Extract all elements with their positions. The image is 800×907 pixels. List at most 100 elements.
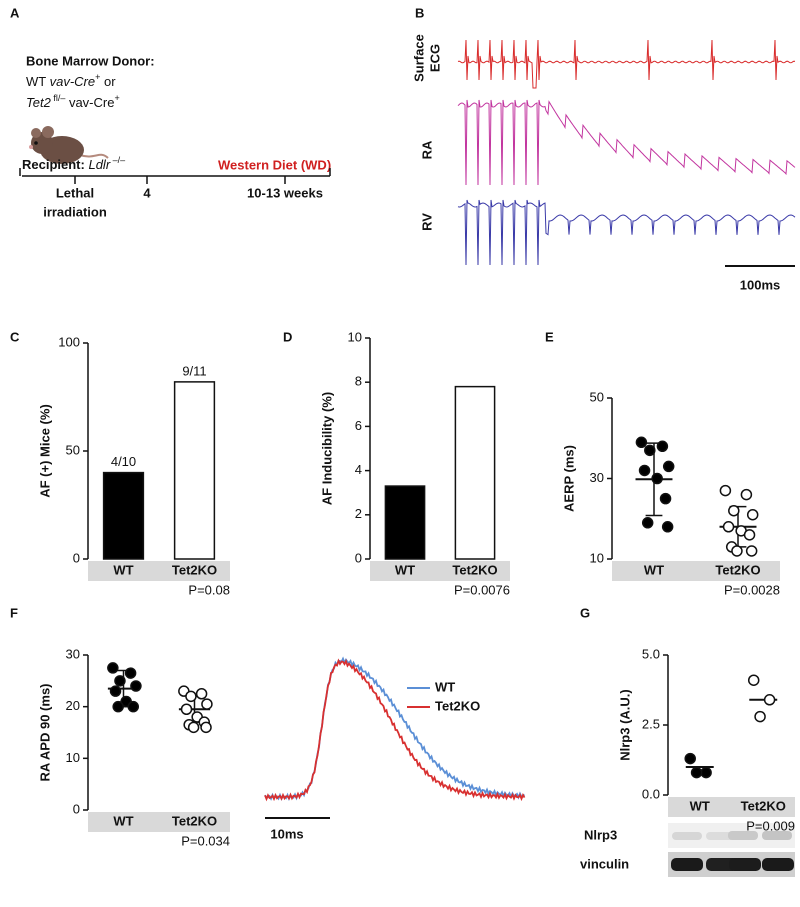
trace (264, 658, 526, 802)
data-point (644, 444, 656, 457)
panel-letter: A (10, 5, 20, 20)
diet-label: Western Diet (WD) (218, 157, 331, 172)
text: or (100, 74, 116, 89)
data-point (187, 721, 200, 734)
y-tick-label: 20 (66, 698, 80, 713)
y-tick-label: 30 (590, 470, 604, 485)
text: + (95, 72, 100, 82)
y-tick-label: 0 (73, 801, 80, 816)
y-tick-label: 0 (355, 550, 362, 565)
bar (454, 385, 496, 560)
panel-letter: D (283, 329, 292, 344)
legend-label: WT (435, 679, 455, 694)
y-tick-label: 0.0 (642, 786, 660, 801)
timeline-label: Lethal (56, 185, 94, 200)
donor-line: WT vav-Cre+ or (26, 72, 116, 89)
mouse-icon (29, 126, 109, 164)
western-blot (668, 823, 795, 877)
data-point (684, 752, 696, 765)
data-point (743, 529, 756, 541)
y-axis-label: AF (+) Mice (%) (37, 404, 52, 498)
trace-label: ECG (427, 44, 442, 72)
panel-letter: F (10, 605, 18, 620)
y-tick-label: 10 (66, 750, 80, 765)
trace-label: Surface (411, 34, 426, 82)
trace (457, 199, 796, 266)
data-point (656, 440, 669, 453)
text: + (114, 93, 119, 103)
ecg-traces: Surface ECG RA RV (411, 34, 796, 266)
data-point (745, 545, 758, 557)
data-point (127, 700, 140, 713)
category-band (370, 561, 510, 581)
trace (457, 39, 796, 89)
data-point (746, 508, 759, 521)
data-point (700, 766, 712, 779)
x-tick-label: WT (644, 562, 664, 577)
data-point (180, 703, 193, 715)
trace-label: RA (419, 140, 434, 159)
p-value: P=0.0028 (724, 582, 780, 597)
y-tick-label: 6 (355, 418, 362, 433)
panel-letter: G (580, 605, 590, 620)
y-tick-label: 2.5 (642, 716, 660, 731)
blot-row-label: Nlrp3 (584, 827, 617, 842)
data-point (763, 694, 776, 706)
x-tick-label: Tet2KO (172, 562, 217, 577)
data-point (659, 492, 672, 505)
bar (173, 381, 216, 560)
timeline-label: 4 (143, 185, 151, 200)
donor-title: Bone Marrow Donor: (26, 53, 155, 68)
y-tick-label: 50 (590, 389, 604, 404)
bar (384, 485, 426, 560)
x-tick-label: Tet2KO (452, 562, 497, 577)
panel-letter: C (10, 329, 20, 344)
data-point (201, 698, 213, 710)
data-point (754, 710, 766, 723)
data-point (635, 436, 648, 449)
data-point (662, 460, 675, 473)
data-point (130, 680, 142, 692)
text: WT (26, 74, 50, 89)
bar (102, 471, 145, 560)
text: vav-Cre (50, 74, 96, 89)
category-band (668, 797, 795, 817)
y-tick-label: 30 (66, 646, 80, 661)
x-tick-label: Tet2KO (741, 798, 786, 813)
y-axis-label: AF Inducibility (%) (319, 392, 334, 505)
value-label: 4/10 (111, 454, 136, 469)
text: Ldlr (88, 157, 110, 172)
x-tick-label: WT (690, 798, 710, 813)
data-point (109, 685, 122, 697)
data-point (641, 517, 654, 529)
y-axis-label: RA APD 90 (ms) (37, 683, 52, 781)
scale-bar-label: 100ms (740, 277, 780, 292)
text: vav-Cre (65, 95, 114, 110)
recipient: Recipient: Ldlr –/– (22, 155, 125, 172)
text: Tet2 (26, 95, 52, 110)
x-tick-label: Tet2KO (172, 813, 217, 828)
y-axis-label: Nlrp3 (A.U.) (617, 689, 632, 761)
category-band (612, 561, 780, 581)
x-tick-label: WT (113, 813, 133, 828)
data-point (690, 766, 703, 779)
text: fl/– (51, 93, 66, 103)
timeline-label: irradiation (43, 204, 107, 219)
data-point (107, 662, 119, 674)
y-tick-label: 10 (590, 550, 604, 565)
data-point (638, 464, 651, 477)
scale-bar-label: 10ms (270, 826, 303, 841)
panel-letter: E (545, 329, 554, 344)
p-value: P=0.034 (181, 833, 230, 848)
y-tick-label: 10 (348, 329, 362, 344)
data-point (740, 488, 753, 501)
y-tick-label: 100 (58, 334, 80, 349)
x-tick-label: Tet2KO (715, 562, 760, 577)
y-tick-label: 50 (66, 442, 80, 457)
data-point (728, 504, 740, 517)
text: –/– (110, 155, 125, 165)
data-point (185, 690, 197, 703)
data-point (124, 667, 137, 679)
y-tick-label: 5.0 (642, 646, 660, 661)
